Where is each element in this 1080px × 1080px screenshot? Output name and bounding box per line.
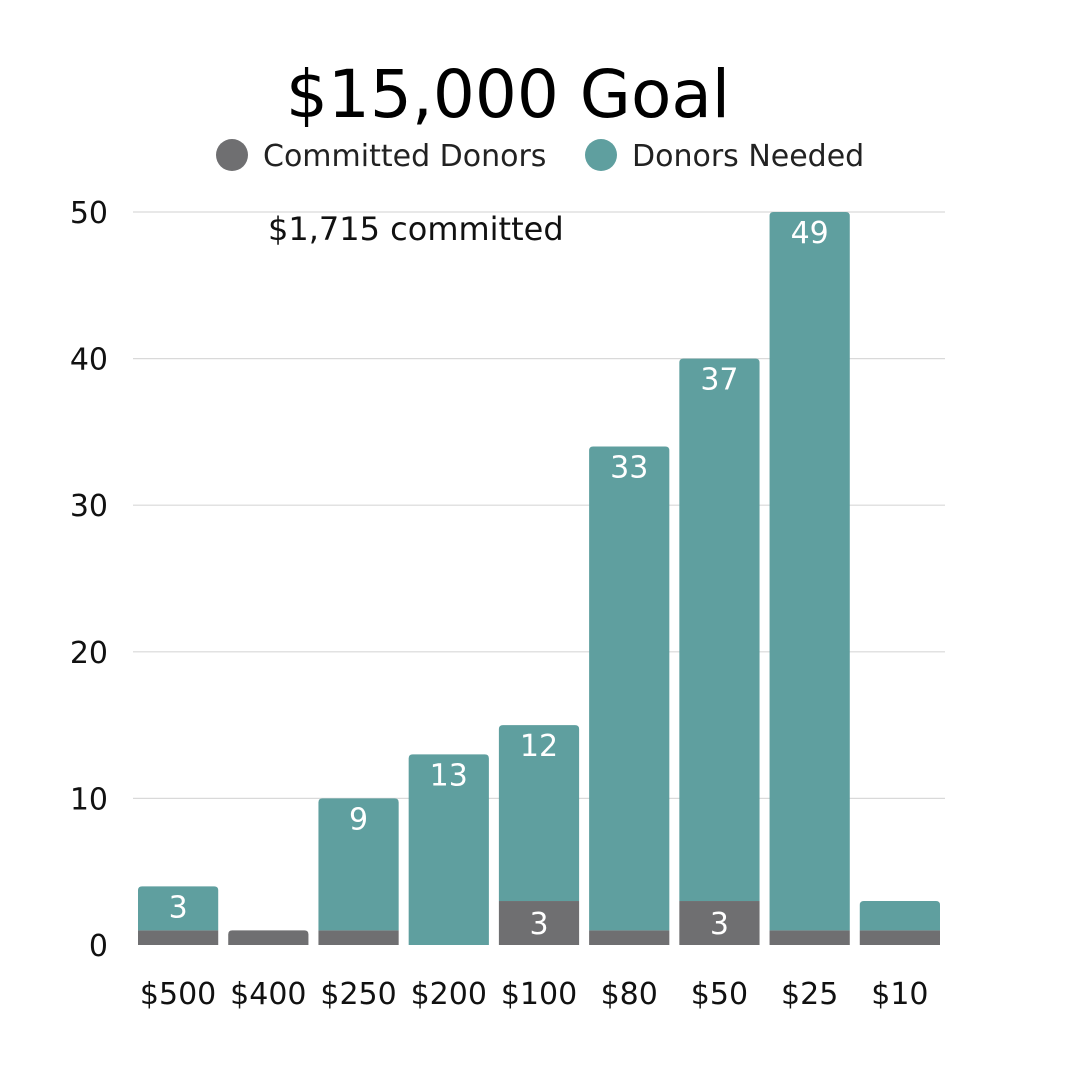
legend-label-needed: Donors Needed <box>632 139 864 174</box>
y-tick-label: 30 <box>70 489 108 524</box>
bar-needed <box>498 725 580 902</box>
legend-item-needed: Donors Needed <box>585 139 864 174</box>
bar-needed <box>408 754 489 945</box>
x-tick-label: $500 <box>140 977 216 1012</box>
y-tick-label: 10 <box>70 782 108 817</box>
x-tick-label: $10 <box>871 977 928 1012</box>
x-tick-label: $25 <box>781 977 838 1012</box>
bar-committed <box>859 930 940 945</box>
bar-needed <box>589 446 670 931</box>
x-tick-label: $200 <box>411 977 487 1012</box>
data-label: 13 <box>430 758 468 793</box>
chart-title: $15,000 Goal <box>286 56 730 133</box>
x-axis-ticks: $500 $400 $250 $200 $100 $80 $50 $25 $10 <box>140 977 929 1012</box>
y-tick-label: 20 <box>70 636 108 671</box>
data-label: 3 <box>529 907 548 942</box>
bar-committed <box>589 930 670 945</box>
bars <box>138 212 940 945</box>
y-tick-label: 50 <box>70 196 108 231</box>
bar-committed <box>498 901 580 945</box>
bar-needed <box>859 901 940 931</box>
bar-needed <box>769 212 850 931</box>
bar-committed <box>769 930 850 945</box>
bar-needed <box>318 798 399 931</box>
legend: Committed Donors Donors Needed <box>216 139 864 174</box>
y-axis-ticks: 0 10 20 30 40 50 <box>70 196 108 964</box>
data-label: 3 <box>710 907 729 942</box>
legend-swatch-committed <box>216 139 248 171</box>
committed-annotation: $1,715 committed <box>268 210 564 248</box>
x-tick-label: $400 <box>230 977 306 1012</box>
bar-needed <box>138 886 219 931</box>
data-label: 9 <box>349 802 368 837</box>
data-label: 49 <box>791 216 829 251</box>
data-label: 12 <box>520 729 558 764</box>
y-tick-label: 40 <box>70 343 108 378</box>
bar-committed <box>679 901 760 945</box>
bar-committed <box>318 930 399 945</box>
data-label: 37 <box>700 363 738 398</box>
legend-label-committed: Committed Donors <box>263 139 546 174</box>
x-tick-label: $100 <box>501 977 577 1012</box>
data-label: 33 <box>610 451 648 486</box>
x-tick-label: $80 <box>601 977 658 1012</box>
legend-swatch-needed <box>585 139 617 171</box>
bar-committed <box>138 930 219 945</box>
legend-item-committed: Committed Donors <box>216 139 546 174</box>
y-tick-label: 0 <box>89 929 108 964</box>
bar-needed <box>679 358 760 902</box>
data-label: 3 <box>169 890 188 925</box>
bar-committed <box>228 930 309 945</box>
x-tick-label: $50 <box>691 977 748 1012</box>
x-tick-label: $250 <box>320 977 396 1012</box>
